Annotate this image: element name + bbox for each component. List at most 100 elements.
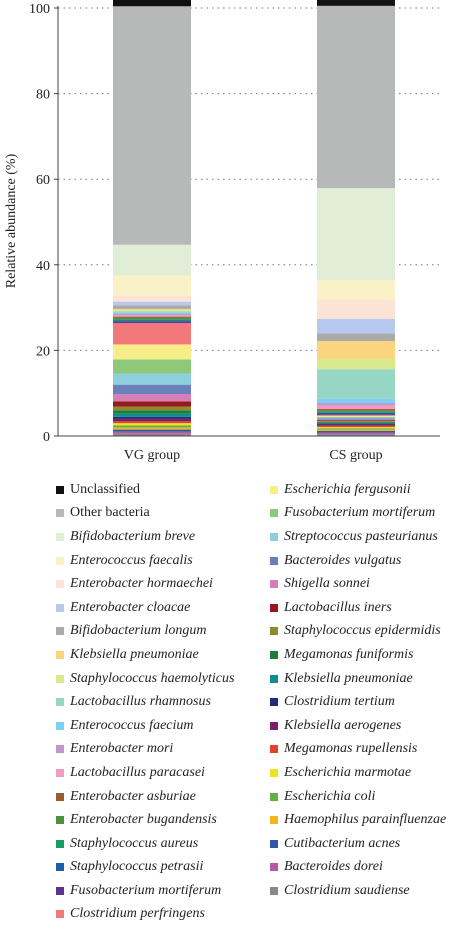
legend-item: Enterobacter hormaechei	[56, 572, 234, 596]
legend-item: Cutibacterium acnes	[270, 832, 446, 856]
legend-item: Haemophilus parainfluenzae	[270, 808, 446, 832]
legend-label: Klebsiella pneumoniae	[284, 670, 413, 686]
legend-label: Megamonas funiformis	[284, 646, 414, 662]
legend-swatch	[56, 745, 64, 754]
legend-swatch	[270, 721, 278, 730]
legend-swatch	[270, 745, 278, 754]
legend-swatch	[270, 792, 278, 801]
legend-label: Staphylococcus aureus	[70, 835, 199, 851]
bar-segment	[113, 305, 191, 309]
bar-segment	[317, 299, 395, 319]
legend-item: Shigella sonnei	[270, 572, 446, 596]
legend-swatch	[270, 698, 278, 707]
bar-segment	[317, 358, 395, 370]
bar-segment	[113, 316, 191, 318]
legend-item: Unclassified	[56, 478, 234, 502]
legend-label: Enterobacter asburiae	[70, 788, 196, 804]
bar-segment	[113, 275, 191, 296]
bar-segment	[113, 427, 191, 430]
bar-segment	[113, 384, 191, 395]
legend-swatch	[270, 674, 278, 683]
bar-segment	[317, 417, 395, 419]
legend-label: Bacteroides dorei	[284, 859, 383, 875]
legend-swatch	[56, 816, 64, 825]
legend-swatch	[270, 768, 278, 777]
legend-swatch	[270, 650, 278, 659]
bar-segment	[113, 401, 191, 407]
legend-item: Lactobacillus rhamnosus	[56, 690, 234, 714]
legend-label: Klebsiella aerogenes	[284, 717, 402, 733]
bar-segment	[317, 429, 395, 431]
legend-label: Escherichia fergusonii	[284, 481, 411, 497]
legend-item: Fusobacterium mortiferum	[270, 502, 446, 526]
x-category-label: CS group	[329, 448, 382, 463]
legend-label: Streptococcus pasteurianus	[284, 528, 438, 544]
bar-segment	[113, 320, 191, 322]
bar-segment	[317, 412, 395, 415]
bar-segment	[113, 301, 191, 306]
y-tick-label: 0	[43, 430, 50, 445]
legend-item: Megamonas funiformis	[270, 643, 446, 667]
legend-swatch	[56, 556, 64, 565]
legend-label: Staphylococcus epidermidis	[284, 623, 441, 639]
legend-label: Lactobacillus rhamnosus	[70, 694, 211, 710]
bar-segment	[317, 423, 395, 425]
legend-item: Staphylococcus petrasii	[56, 856, 234, 880]
bar-segment	[113, 425, 191, 428]
legend-swatch	[270, 485, 278, 494]
bar-stack-1	[317, 0, 395, 436]
legend-item: Enterobacter asburiae	[56, 785, 234, 809]
bar-stack-0	[113, 0, 191, 436]
bar-segment	[113, 423, 191, 426]
bar-segment	[113, 323, 191, 345]
bar-segment	[113, 344, 191, 360]
legend-swatch	[270, 863, 278, 872]
legend-label: Klebsiella pneumoniae	[70, 646, 199, 662]
bar-segment	[113, 394, 191, 402]
bar-segment	[317, 428, 395, 430]
legend-label: Enterobacter hormaechei	[70, 576, 213, 592]
legend-swatch	[56, 627, 64, 636]
legend-swatch	[56, 674, 64, 683]
legend-label: Unclassified	[70, 481, 140, 497]
x-category-label: VG group	[124, 448, 180, 463]
legend-swatch	[56, 839, 64, 848]
legend-swatch	[56, 509, 64, 518]
legend-swatch	[56, 532, 64, 541]
legend-item: Bacteroides dorei	[270, 856, 446, 880]
legend-swatch	[270, 509, 278, 518]
bar-segment	[317, 425, 395, 428]
legend-swatch	[270, 839, 278, 848]
bar-segment	[113, 406, 191, 411]
legend-label: Cutibacterium acnes	[284, 835, 401, 851]
legend-label: Shigella sonnei	[284, 576, 370, 592]
bar-segment	[317, 415, 395, 416]
y-axis-label: Relative abundance (%)	[4, 153, 19, 288]
legend-swatch	[56, 650, 64, 659]
legend-swatch	[56, 886, 64, 895]
bar-segment	[317, 340, 395, 359]
y-tick-label: 60	[36, 173, 50, 188]
bar-segment	[113, 359, 191, 374]
y-ticks: 0 20 40 60 80 100	[29, 2, 58, 445]
legend-label: Megamonas rupellensis	[284, 741, 418, 757]
bar-segment	[317, 419, 395, 421]
legend-swatch	[56, 485, 64, 494]
bar-segment	[317, 0, 395, 6]
bar-segment	[317, 418, 395, 420]
legend-item: Megamonas rupellensis	[270, 738, 446, 762]
bar-segment	[113, 431, 191, 434]
legend-swatch	[270, 580, 278, 589]
legend-swatch	[56, 768, 64, 777]
legend-swatch	[270, 603, 278, 612]
bar-segment	[113, 433, 191, 436]
bar-segment	[113, 244, 191, 276]
legend-label: Bifidobacterium breve	[70, 528, 196, 544]
x-category-labels: VG group CS group	[124, 448, 383, 463]
bar-segment	[113, 321, 191, 324]
bar-segment	[113, 429, 191, 432]
legend-label: Lactobacillus iners	[284, 599, 392, 615]
y-tick-label: 20	[36, 344, 50, 359]
bar-segment	[317, 422, 395, 424]
legend-label: Escherichia coli	[284, 788, 376, 804]
